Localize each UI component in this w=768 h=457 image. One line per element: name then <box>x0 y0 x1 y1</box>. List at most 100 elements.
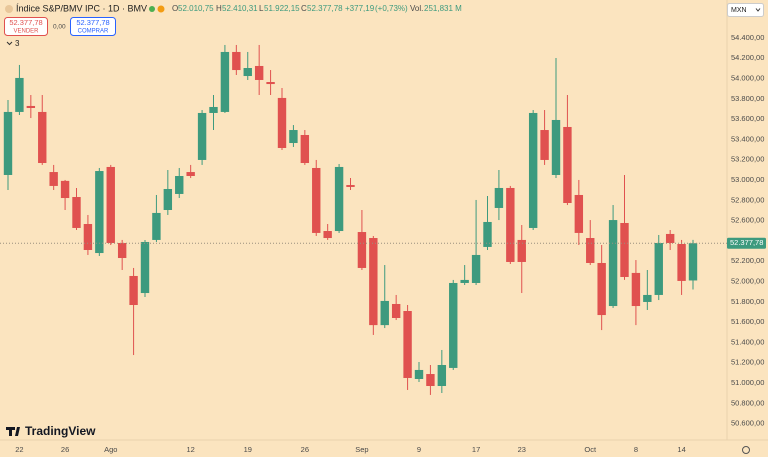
candle-body <box>654 242 663 295</box>
x-tick-label: 19 <box>244 445 252 454</box>
candle-body <box>140 241 150 294</box>
candle-body <box>3 111 13 175</box>
candle-body <box>620 222 629 277</box>
ohlc-value: 51.922,15 <box>264 4 300 13</box>
x-tick-label: Ago <box>104 445 117 454</box>
x-tick-label: 23 <box>518 445 526 454</box>
brand: TradingView <box>25 424 96 438</box>
x-tick-label: 22 <box>15 445 23 454</box>
candle-body <box>471 254 481 283</box>
ohlc-label: H <box>216 4 222 13</box>
buy-price[interactable]: 52.377,78 <box>76 18 109 27</box>
ohlc-value: 52.377,78 <box>307 4 343 13</box>
candle-body <box>494 187 504 208</box>
y-tick-label: 51.600,00 <box>731 317 764 326</box>
y-tick-label: 53.800,00 <box>731 94 764 103</box>
y-tick-label: 54.400,00 <box>731 33 764 42</box>
change-pct: (+0,73%) <box>375 4 408 13</box>
indicators-count[interactable]: 3 <box>15 39 20 48</box>
y-tick-label: 53.000,00 <box>731 175 764 184</box>
y-tick-label: 54.000,00 <box>731 74 764 83</box>
ohlc-label: O <box>172 4 178 13</box>
last-price-label: 52.377,78 <box>730 238 763 247</box>
chart-title: Índice S&P/BMV IPC · 1D · BMV <box>16 3 147 13</box>
candle-body <box>688 243 698 281</box>
candle-body <box>631 272 641 307</box>
y-tick-label: 52.600,00 <box>731 216 764 225</box>
candle-body <box>391 303 401 318</box>
candle-body <box>254 65 264 80</box>
candle-body <box>369 238 378 326</box>
candle-body <box>437 364 447 387</box>
plot <box>0 44 727 395</box>
settings-icon[interactable] <box>742 446 750 454</box>
candle-body <box>15 77 24 112</box>
currency[interactable]: MXN <box>731 7 747 14</box>
candle-body <box>106 166 115 243</box>
brand-logo <box>6 427 20 436</box>
x-tick-label: 9 <box>417 445 421 454</box>
change: +377,19 <box>345 4 375 13</box>
sell-button[interactable] <box>4 17 48 36</box>
candle-body <box>586 238 595 263</box>
x-tick-label: Sep <box>355 445 368 454</box>
candle-body <box>129 275 138 306</box>
y-tick-label: 51.200,00 <box>731 358 764 367</box>
candle-body <box>38 111 47 164</box>
x-tick-label: 26 <box>61 445 69 454</box>
sell-label[interactable]: VENDER <box>13 29 39 35</box>
candle-body <box>677 244 686 281</box>
y-tick-label: 51.800,00 <box>731 297 764 306</box>
y-tick-label: 51.000,00 <box>731 378 764 387</box>
x-tick-label: 8 <box>634 445 638 454</box>
volume-value: 251,831 M <box>424 4 462 13</box>
candle-body <box>289 130 298 144</box>
candle-body <box>449 282 458 368</box>
candle-body <box>414 369 424 379</box>
sell-price[interactable]: 52.377,78 <box>9 18 42 27</box>
delay-icon <box>157 5 165 13</box>
candle-body <box>266 82 275 85</box>
candle-body <box>506 187 515 262</box>
candle-body <box>152 212 161 240</box>
candle-body <box>403 310 412 378</box>
last-price-box <box>727 237 766 249</box>
y-tick-label: 53.200,00 <box>731 155 764 164</box>
y-tick-label: 50.800,00 <box>731 398 764 407</box>
candle-body <box>597 262 606 316</box>
spread: 0,00 <box>53 24 66 31</box>
currency-caret <box>755 8 761 12</box>
y-tick-label: 54.200,00 <box>731 53 764 62</box>
candle-body <box>117 242 127 259</box>
candle-body <box>95 171 104 254</box>
x-tick-label: 14 <box>677 445 685 454</box>
buy-button[interactable] <box>70 17 116 36</box>
currency-button[interactable] <box>727 3 764 17</box>
candle-body <box>643 294 652 302</box>
buy-label[interactable]: COMPRAR <box>78 29 109 35</box>
indicators-toggle[interactable] <box>6 41 13 46</box>
status-dot <box>149 6 155 12</box>
candle-body <box>563 126 572 203</box>
candle-body <box>197 112 207 160</box>
candle-body <box>277 97 287 148</box>
candle-body <box>574 194 584 233</box>
ohlc-value: 52.010,75 <box>178 4 214 13</box>
candle-body <box>460 279 469 283</box>
candle-body <box>209 106 218 113</box>
x-tick-label: 26 <box>301 445 309 454</box>
x-tick-label: 12 <box>186 445 194 454</box>
candle-body <box>323 231 332 239</box>
y-tick-label: 52.200,00 <box>731 256 764 265</box>
candle-body <box>665 233 675 243</box>
ohlc-value: 52.410,31 <box>222 4 258 13</box>
candle-body <box>528 112 538 228</box>
candle-body <box>60 180 70 199</box>
candle-body <box>83 224 93 250</box>
y-tick-label: 52.000,00 <box>731 277 764 286</box>
candle-body <box>49 172 58 186</box>
candle-body <box>380 300 389 326</box>
candle-body <box>175 176 184 194</box>
